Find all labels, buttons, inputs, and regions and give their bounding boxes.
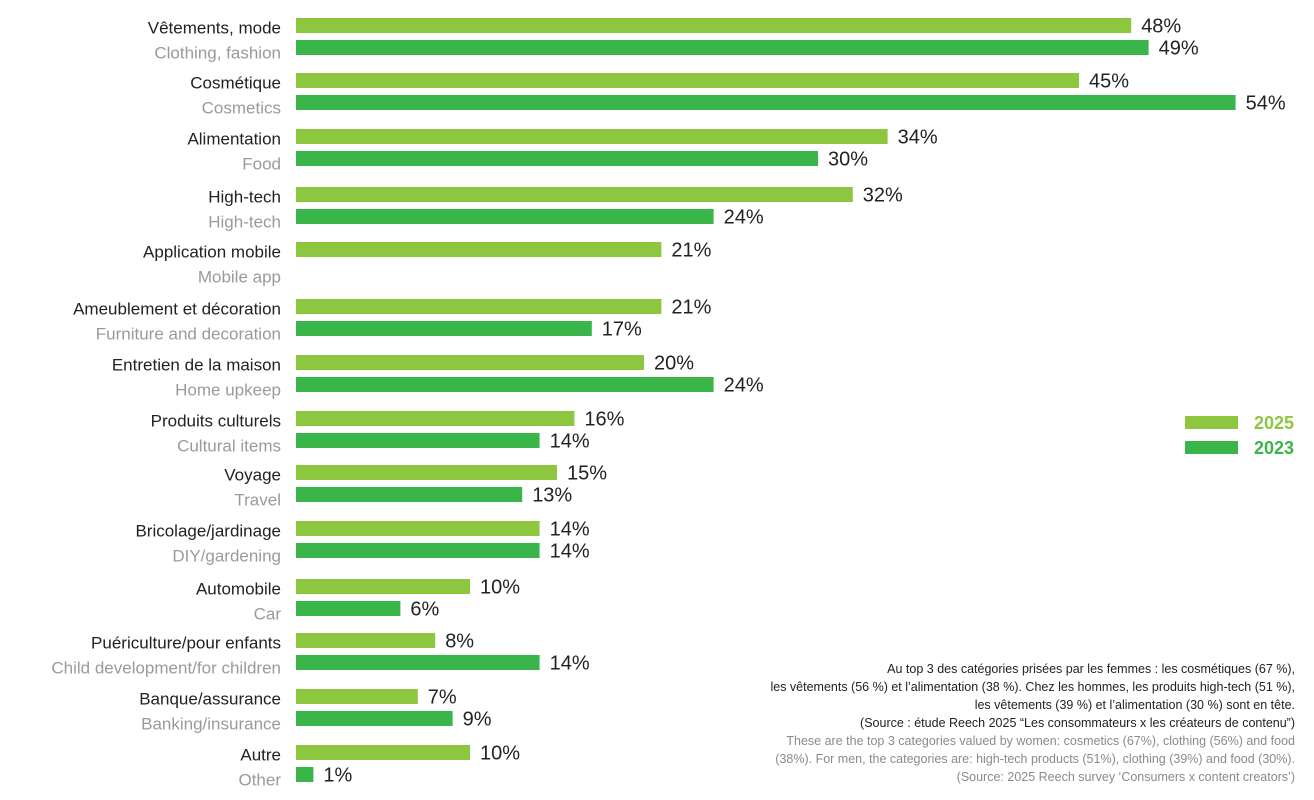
category-label-fr: Alimentation [187, 130, 281, 149]
footnote-en-line: These are the top 3 categories valued by… [786, 734, 1295, 748]
category-label-en: Food [242, 155, 281, 174]
legend-swatch-2023 [1185, 441, 1238, 454]
data-label-2023: 49% [1159, 38, 1199, 60]
bar-2023 [296, 377, 714, 392]
bar-2025 [296, 18, 1132, 33]
bar-2023 [296, 543, 540, 558]
data-label-2025: 10% [480, 743, 520, 765]
category-label-fr: Vêtements, mode [148, 19, 281, 38]
bar-2025 [296, 187, 853, 202]
data-label-2025: 48% [1141, 16, 1181, 38]
data-label-2025: 10% [480, 577, 520, 599]
category-label-en: Mobile app [198, 268, 281, 287]
bar-2023 [296, 767, 314, 782]
category-label-fr: Banque/assurance [139, 690, 281, 709]
category-label-en: Home upkeep [175, 381, 281, 400]
bar-2023 [296, 655, 540, 670]
data-label-2023: 30% [828, 149, 868, 171]
bar-2023 [296, 433, 540, 448]
bar-2025 [296, 411, 575, 426]
bar-2025 [296, 689, 418, 704]
bar-2025 [296, 633, 436, 648]
footnote-en: These are the top 3 categories valued by… [655, 732, 1295, 786]
data-label-2025: 15% [567, 463, 607, 485]
category-label-en: Other [238, 771, 281, 790]
data-label-2023: 24% [724, 207, 764, 229]
footnote-fr-line: les vêtements (56 %) et l’alimentation (… [770, 680, 1295, 694]
category-label-en: DIY/gardening [172, 547, 281, 566]
bar-2025 [296, 579, 470, 594]
bar-2025 [296, 299, 662, 314]
bar-2023 [296, 601, 401, 616]
footnote-fr-line: (Source : étude Reech 2025 “Les consomma… [860, 716, 1295, 730]
bar-2023 [296, 487, 523, 502]
bar-2025 [296, 355, 644, 370]
category-label-fr: Bricolage/jardinage [135, 522, 281, 541]
category-label-fr: Puériculture/pour enfants [91, 634, 281, 653]
bar-2025 [296, 242, 662, 257]
bar-2025 [296, 465, 557, 480]
legend-label-2023: 2023 [1254, 438, 1294, 458]
data-label-2025: 45% [1089, 71, 1129, 93]
category-label-fr: Automobile [196, 580, 281, 599]
data-label-2023: 13% [532, 485, 572, 507]
category-label-en: Furniture and decoration [96, 325, 281, 344]
footnote-fr: Au top 3 des catégories prisées par les … [655, 660, 1295, 732]
category-label-fr: Produits culturels [151, 412, 281, 431]
data-label-2023: 14% [550, 653, 590, 675]
data-label-2023: 9% [463, 709, 492, 731]
footnote-en-line: (38%). For men, the categories are: high… [775, 752, 1295, 766]
category-label-fr: Cosmétique [190, 74, 281, 93]
bar-2023 [296, 40, 1149, 55]
category-label-en: High-tech [208, 213, 281, 232]
data-label-2023: 14% [550, 541, 590, 563]
category-label-fr: High-tech [208, 188, 281, 207]
footnote-en-line: (Source: 2025 Reech survey ‘Consumers x … [956, 770, 1295, 784]
bar-2025 [296, 745, 470, 760]
category-label-en: Child development/for children [51, 659, 281, 678]
data-label-2025: 14% [550, 519, 590, 541]
data-label-2025: 21% [671, 240, 711, 262]
data-label-2025: 32% [863, 185, 903, 207]
bar-2023 [296, 151, 818, 166]
data-label-2025: 16% [584, 409, 624, 431]
category-label-fr: Voyage [224, 466, 281, 485]
data-label-2023: 54% [1246, 93, 1286, 115]
footnote: Au top 3 des catégories prisées par les … [655, 660, 1295, 786]
category-label-en: Clothing, fashion [154, 44, 281, 63]
legend-swatch-2025 [1185, 416, 1238, 429]
bar-2025 [296, 521, 540, 536]
data-label-2023: 24% [724, 375, 764, 397]
bar-2025 [296, 73, 1079, 88]
bar-2023 [296, 95, 1236, 110]
category-label-en: Banking/insurance [141, 715, 281, 734]
data-label-2025: 8% [445, 631, 474, 653]
bar-2025 [296, 129, 888, 144]
data-label-2023: 17% [602, 319, 642, 341]
bar-2023 [296, 209, 714, 224]
footnote-fr-line: les vêtements (39 %) et l’alimentation (… [974, 698, 1295, 712]
bar-2023 [296, 321, 592, 336]
bar-2023 [296, 711, 453, 726]
category-label-en: Cosmetics [202, 99, 281, 118]
data-label-2025: 20% [654, 353, 694, 375]
data-label-2023: 6% [410, 599, 439, 621]
category-label-fr: Autre [240, 746, 281, 765]
category-label-en: Travel [234, 491, 281, 510]
category-label-fr: Application mobile [143, 243, 281, 262]
data-label-2025: 21% [671, 297, 711, 319]
data-label-2023: 14% [550, 431, 590, 453]
data-label-2023: 1% [323, 765, 352, 787]
category-label-en: Car [254, 605, 282, 624]
footnote-fr-line: Au top 3 des catégories prisées par les … [887, 662, 1295, 676]
category-label-fr: Ameublement et décoration [73, 300, 281, 319]
legend-label-2025: 2025 [1254, 413, 1294, 433]
data-label-2025: 7% [428, 687, 457, 709]
category-label-en: Cultural items [177, 437, 281, 456]
category-label-fr: Entretien de la maison [112, 356, 281, 375]
data-label-2025: 34% [898, 127, 938, 149]
